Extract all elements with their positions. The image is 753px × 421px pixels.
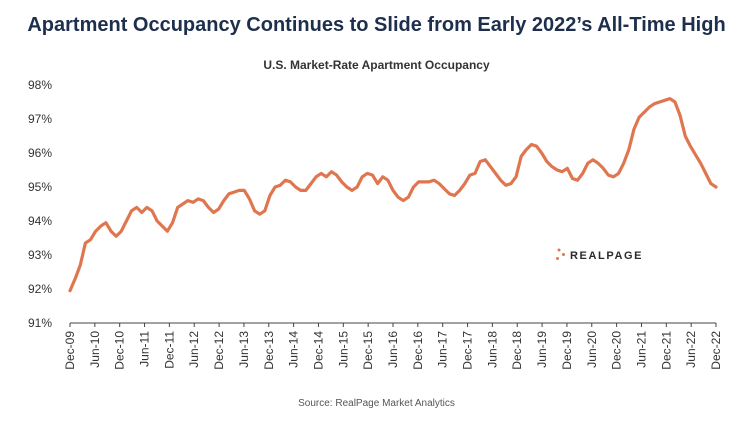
x-tick-label: Jun-20 <box>585 331 599 368</box>
y-axis-labels: 91% 92% 93% 94% 95% 96% 97% 98% <box>28 78 52 330</box>
x-tick-label: Jun-12 <box>187 331 201 368</box>
x-tick-label: Jun-10 <box>88 331 102 368</box>
x-tick-label: Dec-18 <box>510 331 524 370</box>
y-tick-label: 97% <box>28 112 52 126</box>
x-tick-label: Jun-21 <box>634 331 648 368</box>
realpage-logo: REALPAGE <box>556 248 643 262</box>
x-tick-label: Dec-19 <box>560 331 574 370</box>
x-axis-labels: Dec-09 Jun-10 Dec-10 Jun-11 Dec-11 Jun-12 Dec-… <box>63 331 723 370</box>
y-tick-label: 92% <box>28 282 52 296</box>
x-tick-label: Jun-18 <box>485 331 499 368</box>
x-tick-label: Dec-20 <box>610 331 624 370</box>
realpage-logo-text: REALPAGE <box>570 250 643 262</box>
x-tick-label: Dec-15 <box>361 331 375 370</box>
x-tick-label: Jun-17 <box>436 331 450 368</box>
y-tick-label: 93% <box>28 248 52 262</box>
y-tick-label: 95% <box>28 180 52 194</box>
y-tick-label: 96% <box>28 146 52 160</box>
x-tick-label: Dec-10 <box>113 331 127 370</box>
x-axis <box>69 322 717 327</box>
realpage-dots-icon <box>556 248 565 260</box>
x-tick-label: Jun-11 <box>138 331 152 367</box>
x-tick-label: Dec-21 <box>659 331 673 370</box>
chart-title: Apartment Occupancy Continues to Slide f… <box>27 14 726 36</box>
x-tick-label: Dec-11 <box>162 331 176 369</box>
y-tick-label: 98% <box>28 78 52 92</box>
chart-subtitle: U.S. Market-Rate Apartment Occupancy <box>263 58 490 72</box>
x-tick-label: Dec-22 <box>709 331 723 370</box>
y-tick-label: 91% <box>28 316 52 330</box>
y-tick-label: 94% <box>28 214 52 228</box>
x-tick-label: Jun-19 <box>535 331 549 368</box>
x-tick-label: Dec-14 <box>311 331 325 370</box>
x-tick-label: Jun-15 <box>336 331 350 368</box>
x-tick-label: Jun-16 <box>386 331 400 368</box>
x-tick-label: Jun-22 <box>684 331 698 368</box>
x-tick-label: Dec-09 <box>63 331 77 370</box>
x-tick-label: Dec-16 <box>411 331 425 370</box>
x-tick-label: Jun-14 <box>287 331 301 368</box>
source-note: Source: RealPage Market Analytics <box>298 398 455 409</box>
x-tick-label: Dec-13 <box>262 331 276 370</box>
x-tick-label: Jun-13 <box>237 331 251 368</box>
x-tick-label: Dec-17 <box>461 331 475 370</box>
x-tick-label: Dec-12 <box>212 331 226 370</box>
occupancy-series-line <box>68 97 718 293</box>
